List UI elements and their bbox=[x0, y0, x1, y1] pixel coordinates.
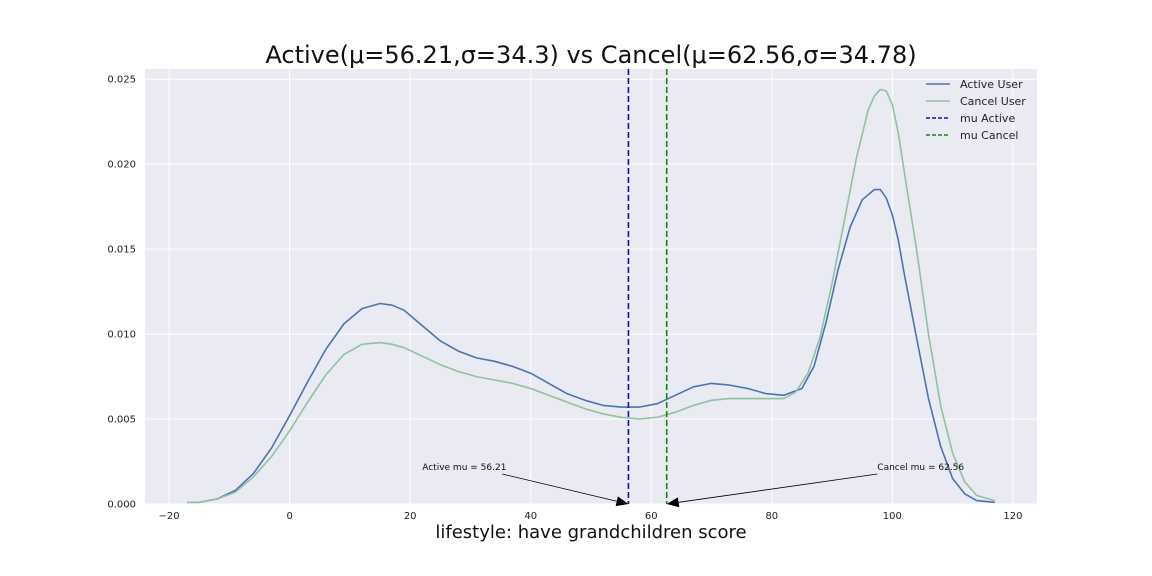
mean-lines bbox=[627, 69, 668, 504]
x-tick-label: 100 bbox=[883, 511, 902, 522]
y-tick-label: 0.025 bbox=[107, 75, 136, 86]
x-axis-label: lifestyle: have grandchildren score bbox=[435, 522, 746, 543]
cancel-mu-annotation: Cancel mu = 62.56 bbox=[877, 463, 964, 473]
legend-mu-active-label: mu Active bbox=[960, 112, 1015, 125]
y-tick-label: 0.000 bbox=[107, 500, 136, 511]
legend: Active User Cancel User mu Active mu Cancel bbox=[926, 78, 1026, 142]
annotations: Active mu = 56.21 Cancel mu = 62.56 bbox=[422, 463, 964, 508]
annotation-arrow-head bbox=[615, 496, 629, 507]
y-tick-label: 0.020 bbox=[107, 160, 136, 171]
series-lines bbox=[187, 88, 996, 504]
x-tick-label: 0 bbox=[286, 511, 292, 522]
series-line-active-user bbox=[187, 188, 995, 504]
annotation-arrow-line bbox=[678, 473, 878, 503]
active-mu-annotation: Active mu = 56.21 bbox=[422, 463, 506, 473]
annotation-arrow-line bbox=[502, 473, 617, 502]
x-tick-label: 60 bbox=[645, 511, 658, 522]
x-tick-label: 20 bbox=[404, 511, 417, 522]
legend-mu-cancel-label: mu Cancel bbox=[960, 129, 1018, 142]
x-tick-label: 80 bbox=[765, 511, 778, 522]
y-tick-label: 0.010 bbox=[107, 330, 136, 341]
grid bbox=[145, 69, 1037, 505]
x-tick-label: −20 bbox=[159, 511, 180, 522]
plot-area bbox=[145, 69, 1037, 504]
axis-ticks: −20 0 20 40 60 80 100 120 0.000 0.005 0.010 0.015 0.… bbox=[107, 75, 1022, 522]
legend-cancel-user-label: Cancel User bbox=[960, 95, 1026, 108]
series-line-cancel-user bbox=[187, 88, 996, 504]
annotation-arrow-head bbox=[666, 497, 680, 508]
y-tick-label: 0.015 bbox=[107, 245, 136, 256]
legend-active-user-label: Active User bbox=[960, 78, 1023, 91]
x-tick-label: 40 bbox=[524, 511, 537, 522]
y-tick-label: 0.005 bbox=[107, 415, 136, 426]
x-tick-label: 120 bbox=[1003, 511, 1022, 522]
chart-title: Active(μ=56.21,σ=34.3) vs Cancel(μ=62.56… bbox=[265, 41, 916, 69]
